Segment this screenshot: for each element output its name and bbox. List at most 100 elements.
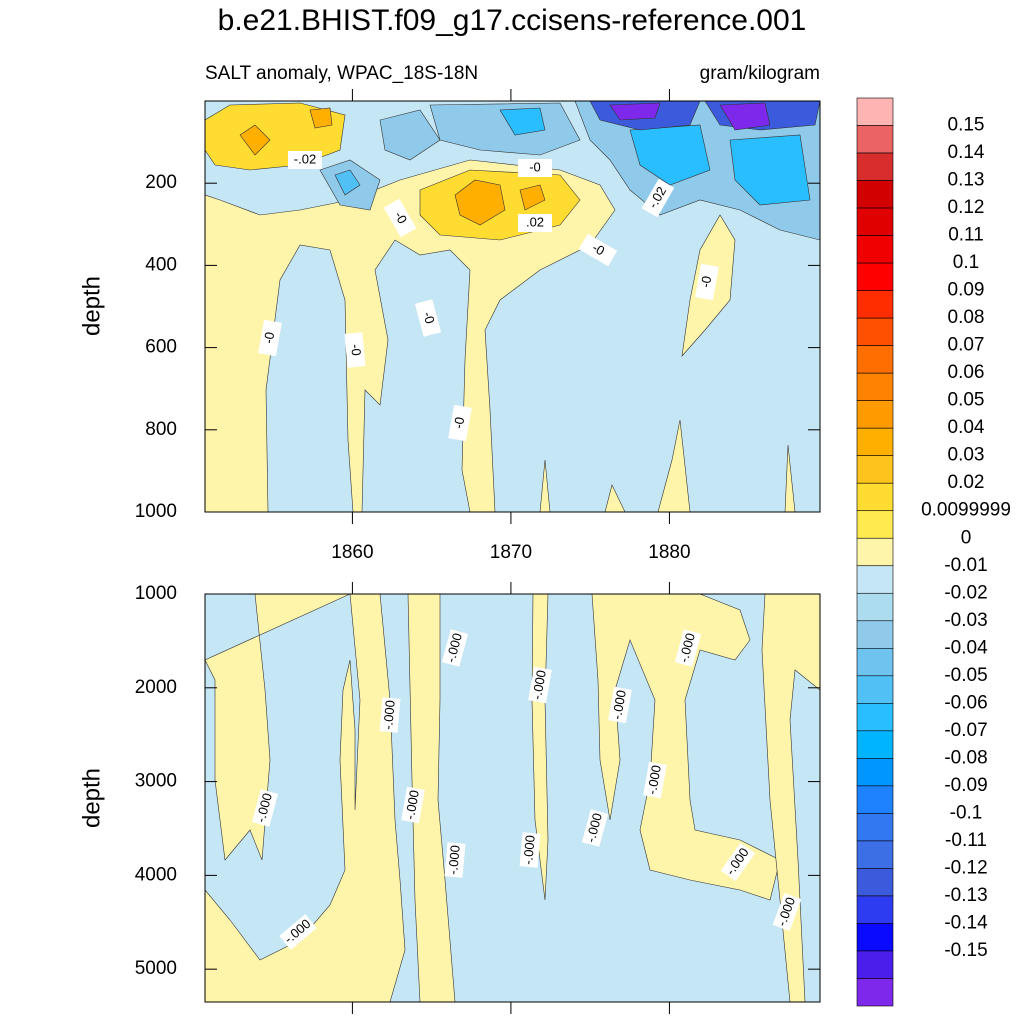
colorbar-box: [856, 345, 894, 374]
colorbar-box: [856, 510, 894, 539]
y-tick-label: 400: [145, 254, 177, 275]
contour-label-text: -0: [451, 416, 468, 430]
contour-label: -.000: [581, 809, 609, 847]
plot-frame: [204, 593, 821, 1003]
colorbar-label: -0.06: [944, 692, 987, 713]
contour-label-box: [519, 832, 541, 868]
colorbar-label: 0.13: [948, 170, 985, 191]
contour-label: -0: [578, 233, 618, 267]
contour-label: -.000: [608, 686, 632, 724]
colorbar-label: -0.15: [944, 940, 987, 961]
colorbar-box: [856, 950, 894, 979]
contour-label-box: [251, 789, 279, 827]
contour-label-box: [279, 914, 317, 950]
x-tick-label: 1860: [331, 542, 373, 563]
colorbar-label: -0.1: [950, 802, 983, 823]
contour-label-text: -0: [420, 310, 437, 325]
contour-label-box: [383, 198, 417, 238]
colorbar-label: 0.08: [948, 307, 985, 328]
colorbar-box: [856, 97, 894, 126]
y-axis-label: depth: [78, 768, 105, 828]
contour-label-text: -0: [348, 343, 364, 356]
contour-label-box: [444, 842, 466, 878]
colorbar-box: [856, 455, 894, 484]
contour-label-box: [674, 629, 702, 667]
contour-label-box: [518, 159, 552, 177]
contour-label: -.000: [441, 629, 469, 667]
contour-label: -.000: [251, 789, 279, 827]
contour-label-box: [578, 233, 618, 267]
y-tick-label: 3000: [135, 771, 177, 792]
contour-label-box: [641, 178, 675, 218]
colorbar-label: -0.01: [944, 555, 987, 576]
colorbar-box: [856, 895, 894, 924]
colorbar-box: [856, 152, 894, 181]
colorbar-box: [856, 565, 894, 594]
colorbar-box: [856, 317, 894, 346]
contour-label: -.000: [519, 832, 541, 868]
contour-label-text: -.02: [294, 151, 316, 166]
contour-label: -.000: [379, 697, 401, 733]
colorbar-label: -0.04: [944, 637, 988, 658]
chart-title: b.e21.BHIST.f09_g17.ccisens-reference.00…: [218, 4, 807, 37]
contour-label-text: -.000: [380, 699, 398, 730]
y-tick-label: 4000: [135, 864, 177, 885]
colorbar-label: 0.07: [948, 335, 985, 356]
colorbar-box: [856, 592, 894, 622]
colorbar-label: 0.1: [953, 252, 979, 273]
colorbar-box: [856, 537, 894, 567]
colorbar-label: 0: [961, 527, 972, 548]
contour-label-text: -0: [261, 331, 278, 345]
colorbar-label: -0.12: [944, 857, 987, 878]
contour-label: -0: [344, 332, 366, 368]
contour-label-box: [695, 263, 719, 301]
colorbar-label: -0.13: [944, 885, 987, 906]
y-tick-label: 1000: [135, 583, 177, 604]
colorbar-label: 0.0099999: [921, 500, 1011, 521]
contour-label: -0: [414, 299, 442, 337]
colorbar-box: [856, 730, 894, 759]
contour-label-text: -.000: [609, 689, 629, 721]
colorbar-box: [856, 978, 894, 1007]
colorbar-label: -0.02: [944, 582, 987, 603]
colorbar-box: [856, 482, 894, 512]
colorbar-label: 0.12: [948, 197, 985, 218]
colorbar-label: 0.09: [948, 280, 985, 301]
contour-label-text: -.000: [445, 844, 463, 875]
colorbar-label: 0.06: [948, 362, 985, 383]
colorbar-box: [856, 427, 894, 456]
colorbar-box: [856, 648, 894, 677]
x-tick-label: 1880: [648, 542, 690, 563]
contour-label-box: [518, 214, 552, 232]
colorbar-label: -0.03: [944, 610, 987, 631]
plot-frame: [204, 100, 821, 513]
contour-label: -0: [695, 263, 719, 301]
colorbar-label: 0.02: [948, 472, 985, 493]
colorbar-box: [856, 923, 894, 952]
colorbar-label: 0.11: [948, 225, 984, 246]
colorbar-box: [856, 868, 894, 897]
y-tick-label: 2000: [135, 677, 177, 698]
colorbar-box: [856, 180, 894, 209]
contour-label-text: -.000: [583, 811, 605, 844]
contour-label: -.000: [528, 666, 552, 704]
colorbar-box: [856, 372, 894, 401]
contour-label: -0: [518, 159, 552, 177]
contour-label-text: -.000: [402, 789, 422, 821]
x-tick-label: 1870: [490, 542, 532, 563]
y-axis-label: depth: [78, 276, 105, 336]
contour-label: -.000: [643, 761, 667, 799]
colorbar-box: [856, 290, 894, 319]
colorbar-box: [856, 840, 894, 869]
subtitle: SALT anomaly, WPAC_18S-18N: [205, 63, 478, 84]
y-tick-label: 800: [145, 419, 177, 440]
colorbar-label: 0.04: [948, 417, 985, 438]
contour-label-text: -.000: [253, 791, 275, 824]
contour-label-box: [379, 697, 401, 733]
contour-label-box: [441, 629, 469, 667]
contour-label-text: -.000: [644, 764, 664, 796]
colorbar-label: 0.03: [948, 445, 985, 466]
contour-label: -0: [448, 404, 472, 442]
y-tick-label: 5000: [135, 958, 177, 979]
